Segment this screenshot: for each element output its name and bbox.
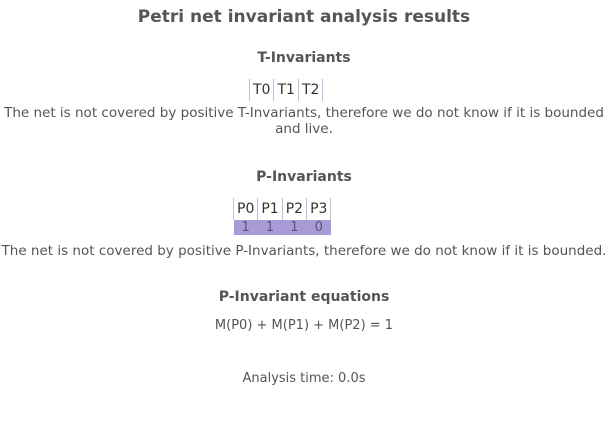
- p-invariants-header-row: P0 P1 P2 P3: [232, 198, 332, 220]
- p-invariant-equation: M(P0) + M(P1) + M(P2) = 1: [214, 318, 394, 333]
- page-title: Petri net invariant analysis results: [137, 7, 471, 27]
- p-invariant-cell: 1: [282, 220, 307, 235]
- analysis-time: Analysis time: 0.0s: [242, 371, 366, 386]
- p-invariant-column-header: P0: [232, 198, 259, 220]
- p-invariants-table: P0 P1 P2 P3 1 1 1 0: [232, 198, 332, 235]
- t-invariant-column-header: T2: [297, 79, 324, 101]
- p-invariant-cell: 1: [257, 220, 283, 235]
- p-invariant-cell: 1: [233, 220, 258, 235]
- p-invariant-cell: 0: [306, 220, 331, 235]
- t-invariants-table: T0 T1 T2: [248, 79, 324, 101]
- t-invariants-heading: T-Invariants: [257, 50, 351, 66]
- t-invariant-column-header: T0: [248, 79, 275, 101]
- t-invariants-header-row: T0 T1 T2: [248, 79, 324, 101]
- t-invariant-column-header: T1: [273, 79, 299, 101]
- p-invariant-column-header: P1: [257, 198, 283, 220]
- p-invariant-column-header: P2: [281, 198, 308, 220]
- p-invariant-row: 1 1 1 0: [233, 220, 331, 235]
- p-invariants-note: The net is not covered by positive P-Inv…: [1, 243, 607, 259]
- p-invariant-column-header: P3: [306, 198, 332, 220]
- p-invariant-equations-heading: P-Invariant equations: [218, 289, 390, 305]
- p-invariants-heading: P-Invariants: [256, 169, 352, 185]
- t-invariants-note: The net is not covered by positive T-Inv…: [4, 105, 604, 137]
